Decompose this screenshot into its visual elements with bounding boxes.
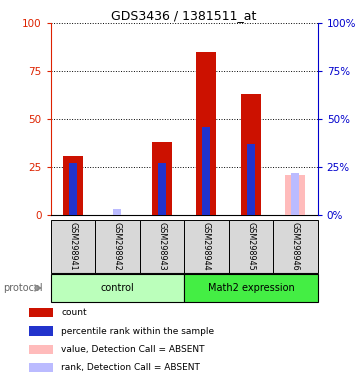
Title: GDS3436 / 1381511_at: GDS3436 / 1381511_at <box>112 9 257 22</box>
Bar <box>203 127 210 215</box>
Text: Math2 expression: Math2 expression <box>208 283 294 293</box>
Text: control: control <box>100 283 134 293</box>
Bar <box>291 173 299 215</box>
Text: percentile rank within the sample: percentile rank within the sample <box>61 326 214 336</box>
Bar <box>184 220 229 273</box>
Bar <box>95 220 140 273</box>
Text: GSM298946: GSM298946 <box>291 222 300 270</box>
Text: GSM298941: GSM298941 <box>68 222 77 270</box>
Bar <box>241 94 261 215</box>
Bar <box>51 274 184 302</box>
Text: GSM298943: GSM298943 <box>157 222 166 270</box>
Bar <box>29 308 53 317</box>
Text: protocol: protocol <box>4 283 43 293</box>
Bar <box>29 363 53 372</box>
Bar <box>29 345 53 354</box>
Bar <box>69 163 77 215</box>
Text: rank, Detection Call = ABSENT: rank, Detection Call = ABSENT <box>61 363 200 372</box>
Bar <box>286 175 305 215</box>
Bar <box>229 220 273 273</box>
Bar <box>184 274 318 302</box>
Text: value, Detection Call = ABSENT: value, Detection Call = ABSENT <box>61 345 205 354</box>
Text: GSM298942: GSM298942 <box>113 222 122 270</box>
Bar <box>196 52 216 215</box>
Text: count: count <box>61 308 87 317</box>
Bar <box>113 209 121 215</box>
Bar <box>63 156 83 215</box>
Bar <box>51 220 95 273</box>
Bar <box>29 326 53 336</box>
Bar <box>140 220 184 273</box>
Bar <box>247 144 255 215</box>
Bar <box>158 163 166 215</box>
Bar <box>152 142 172 215</box>
Text: GSM298945: GSM298945 <box>247 222 255 270</box>
Text: GSM298944: GSM298944 <box>202 222 211 270</box>
Bar <box>273 220 318 273</box>
